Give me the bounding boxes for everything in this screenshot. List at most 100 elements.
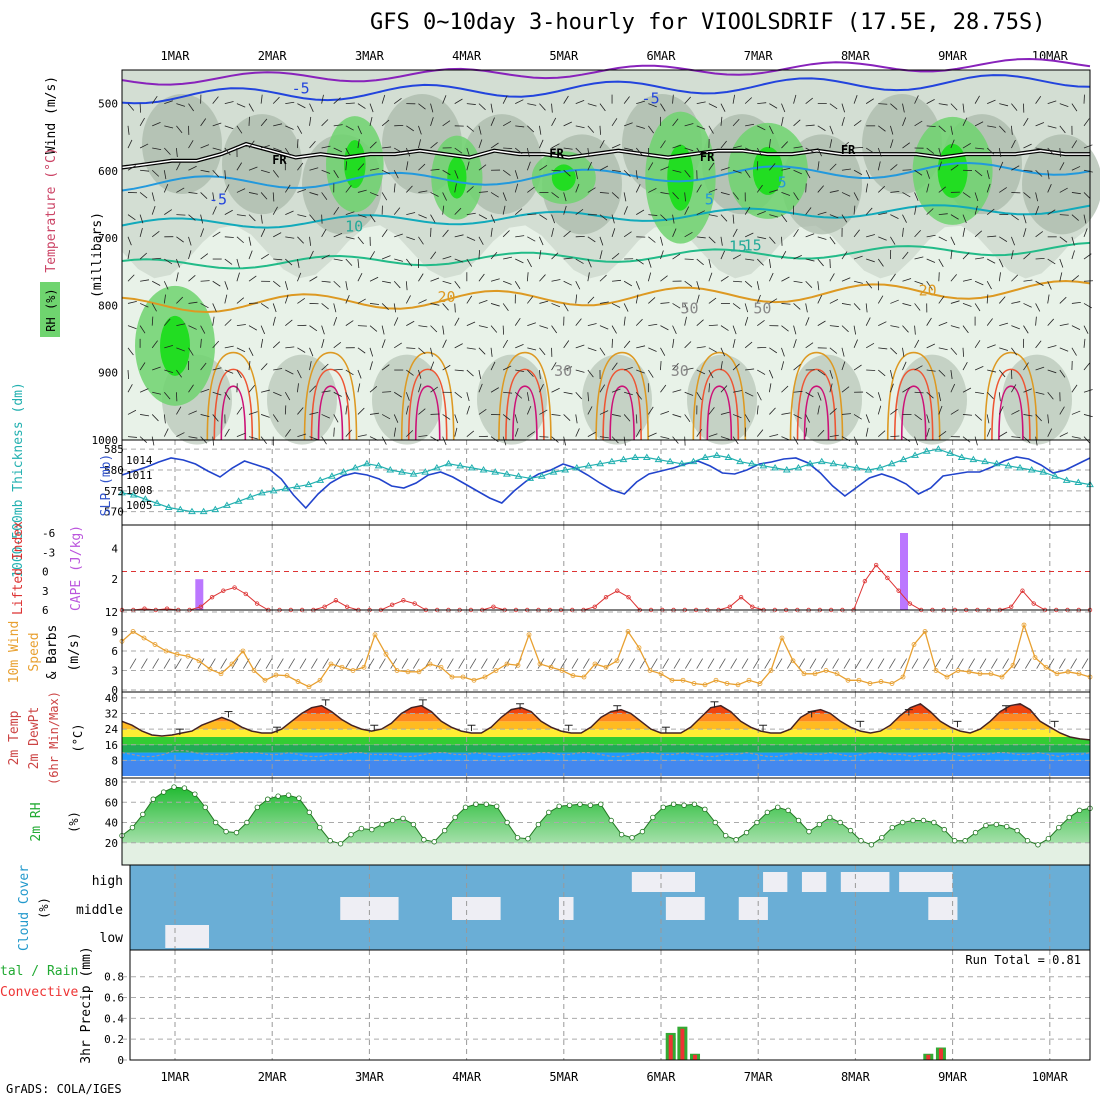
wind-barb xyxy=(369,251,376,260)
wind-barb xyxy=(999,187,1007,193)
wind-barb xyxy=(756,147,763,157)
wind-barb xyxy=(575,294,578,304)
lifted-index-marker xyxy=(322,604,327,609)
wind-barb xyxy=(587,125,595,133)
wind-barb xyxy=(551,303,561,308)
wind-barb xyxy=(805,124,815,127)
wind-barb xyxy=(986,428,991,437)
wind-barb xyxy=(285,369,294,375)
wind-barb xyxy=(793,169,802,175)
wind-barb xyxy=(478,383,483,393)
wind-speed-marker xyxy=(801,671,807,677)
date-label-bottom: 9MAR xyxy=(938,1070,968,1084)
wind-barb xyxy=(454,427,458,437)
isotherm-line xyxy=(121,241,1091,270)
wind-barb xyxy=(212,122,222,127)
wind-barb xyxy=(212,436,215,446)
wind-barb xyxy=(962,117,968,127)
lifted-index-marker xyxy=(738,594,744,600)
wind-barb xyxy=(164,147,171,155)
wind-barb xyxy=(635,391,642,400)
wind-barb xyxy=(878,236,887,241)
wind-barb xyxy=(345,147,351,157)
wind-barb xyxy=(805,97,814,104)
wind-speed-marker xyxy=(196,658,202,664)
wind-barb xyxy=(260,414,270,418)
wind-barb xyxy=(987,258,996,264)
cloud-level-low: low xyxy=(100,931,124,946)
rh-marker xyxy=(920,817,927,824)
precip-convective-bar xyxy=(693,1054,698,1060)
rh-marker xyxy=(160,789,167,795)
convective-contour xyxy=(886,351,941,441)
wind-barb xyxy=(636,209,645,215)
wind-barb xyxy=(793,192,799,201)
wind-barb xyxy=(333,303,337,313)
wind-barb xyxy=(599,214,608,221)
wind-barb xyxy=(430,142,438,149)
wind-barb xyxy=(672,303,681,309)
convective-contour xyxy=(505,368,545,441)
thickness-marker xyxy=(514,472,523,479)
wind-barb xyxy=(454,317,460,326)
wind-barb xyxy=(865,342,875,349)
wind-barb xyxy=(745,258,755,261)
wind-speed-marker xyxy=(174,651,180,657)
wind-barb xyxy=(466,103,476,105)
wind-barb xyxy=(212,316,215,326)
wind-barb xyxy=(974,280,984,286)
wind-speed-marker xyxy=(856,677,862,683)
wind-barb xyxy=(418,190,428,193)
wind-barb xyxy=(853,169,863,175)
wind-speed-marker xyxy=(625,629,631,634)
wind-barb xyxy=(151,192,155,202)
rh-marker xyxy=(441,827,448,834)
surface-wind-barb xyxy=(174,658,182,669)
wind-barb xyxy=(732,192,739,200)
wind-barb xyxy=(127,139,133,149)
wind-speed-marker xyxy=(427,661,433,667)
wind-side-label: Wind (m/s) xyxy=(44,76,59,154)
wind-barb xyxy=(1035,303,1041,312)
precip-convective-bar xyxy=(926,1054,931,1060)
convective-contour xyxy=(310,368,351,441)
wind-barb xyxy=(176,432,185,437)
wind-speed-marker xyxy=(1043,664,1049,670)
surface-wind-barb xyxy=(390,658,398,669)
wind-barb xyxy=(551,143,560,149)
rh-marker xyxy=(587,802,594,808)
thickness-marker xyxy=(864,466,873,473)
wind-barb xyxy=(236,103,246,108)
wind-barb xyxy=(974,340,981,349)
wind-barb xyxy=(200,338,202,348)
wind-barb xyxy=(853,303,861,311)
wind-barb xyxy=(430,251,437,260)
wind-barb xyxy=(1011,325,1020,330)
wind-barb xyxy=(393,98,402,104)
thickness-marker xyxy=(304,480,313,488)
wind-barb xyxy=(890,273,896,282)
rh-marker xyxy=(681,802,687,808)
wind-barb xyxy=(660,166,669,171)
surface-wind-barb xyxy=(356,658,364,669)
wind-barb xyxy=(188,236,192,246)
wind-barb xyxy=(127,274,135,282)
wind-barb xyxy=(551,387,560,393)
wind-barb xyxy=(612,279,622,282)
convective-contour xyxy=(893,368,934,441)
wind-barb xyxy=(974,121,984,127)
thickness-marker xyxy=(852,463,861,471)
wind-barb xyxy=(539,236,544,246)
wind-barb xyxy=(127,325,137,330)
wind-barb xyxy=(454,183,457,193)
thickness-marker xyxy=(654,455,663,463)
surface-wind-barb xyxy=(1002,658,1010,669)
wind-barb xyxy=(696,281,700,290)
wind-barb xyxy=(381,229,388,238)
wind-barb xyxy=(333,147,343,153)
thickness-marker xyxy=(584,461,593,469)
lifted-index-marker xyxy=(1009,604,1014,609)
wind-barb xyxy=(297,214,307,218)
wind-barb xyxy=(877,295,884,304)
wind-barb xyxy=(745,368,755,371)
